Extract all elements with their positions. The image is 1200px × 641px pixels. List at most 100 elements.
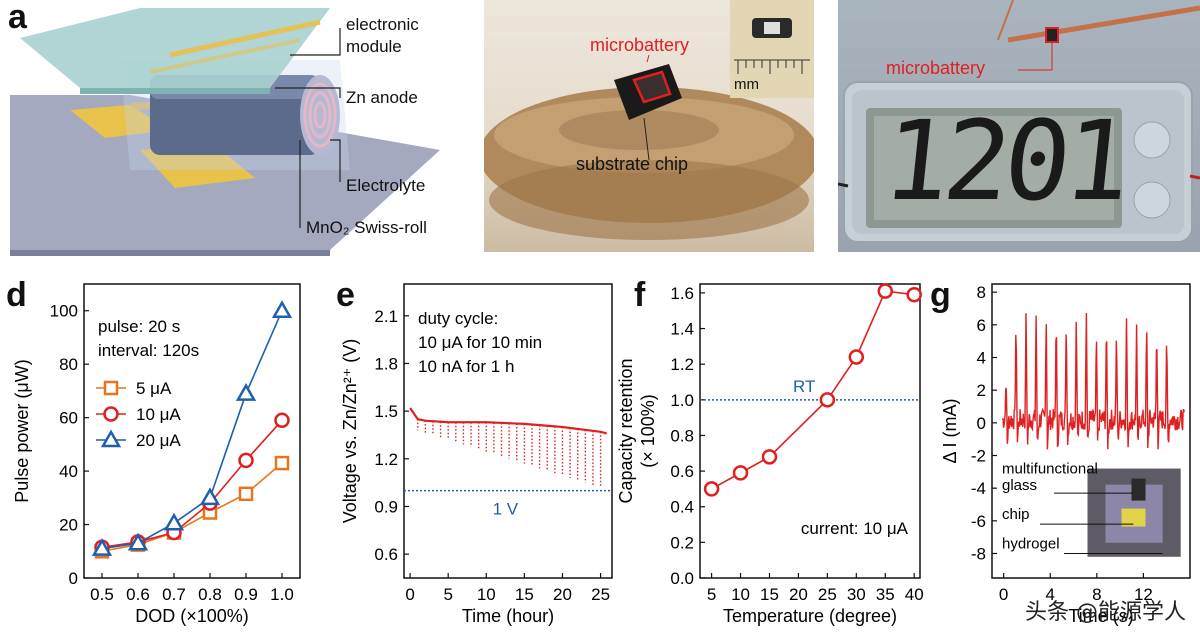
d-legend-label: 5 μA xyxy=(136,379,172,398)
g-ytick-label: 2 xyxy=(977,381,986,400)
f-data-point xyxy=(848,349,865,365)
g-ytick-label: 0 xyxy=(977,414,986,433)
scale-unit-label: mm xyxy=(734,76,759,93)
f-ytick-label: 0.4 xyxy=(670,498,694,517)
d-data-point xyxy=(274,455,290,471)
d-data-point xyxy=(235,383,257,401)
substrate-chip-label: substrate chip xyxy=(576,154,689,174)
f-ytick-label: 0.0 xyxy=(670,569,694,588)
g-inset-label: chip xyxy=(1002,506,1030,523)
f-data-point xyxy=(906,286,922,303)
photo-c-scene xyxy=(838,0,1200,243)
f-ytick-label: 1.4 xyxy=(670,320,694,339)
g-xtick-label: 8 xyxy=(1092,585,1101,604)
chart-g: -8 -6 -4 -2 0 2 4 6 8 0 4 8 12 Time (s) Δ I (mA) multif… xyxy=(928,276,1200,636)
panel-label-e: e xyxy=(336,276,355,314)
d-data-point xyxy=(274,412,290,429)
label-mno2-swiss-roll: MnO₂ Swiss-roll xyxy=(306,218,427,237)
f-data-point xyxy=(732,465,749,481)
panel-c-photo: 1201 microbattery xyxy=(838,0,1200,252)
plot-frame xyxy=(991,283,1191,579)
f-xtick-label: 25 xyxy=(818,585,837,604)
plot-frame xyxy=(83,283,301,579)
chart-d: 0 20 40 60 80 100 0.5 0.6 0.7 0.8 0.9 1.0 DOD (×100%… xyxy=(0,276,330,636)
d-ytick-label: 60 xyxy=(59,409,78,428)
f-xtick-label: 10 xyxy=(731,585,750,604)
f-ytick-label: 0.6 xyxy=(670,462,694,481)
d-xtick-label: 0.7 xyxy=(162,585,186,604)
g-inset-chip xyxy=(1121,508,1146,527)
g-ytick-label: -4 xyxy=(971,479,986,498)
chart-e-svg: 0.6 0.9 1.2 1.5 1.8 2.1 0 5 10 15 20 25 Time (hour) V… xyxy=(340,283,613,626)
g-xtick-label: 4 xyxy=(1046,585,1055,604)
g-ytick-label: -2 xyxy=(971,447,986,466)
d-legend-marker xyxy=(103,380,119,396)
d-xtick-label: 0.6 xyxy=(126,585,150,604)
d-data-point xyxy=(91,538,113,556)
lcd-display-digits: 1201 xyxy=(877,97,1132,225)
d-xtick-label: 0.5 xyxy=(90,585,114,604)
f-data-point xyxy=(761,449,778,465)
d-series-line xyxy=(101,419,283,549)
panel-label-g: g xyxy=(930,276,951,314)
e-xtick-label: 20 xyxy=(553,585,572,604)
f-data-point xyxy=(819,392,836,408)
e-ytick-label: 1.2 xyxy=(374,450,398,469)
g-xtick-label: 0 xyxy=(999,585,1008,604)
e-ytick-label: 1.8 xyxy=(374,354,398,373)
d-ytick-label: 20 xyxy=(59,516,78,535)
g-inset-label: hydrogel xyxy=(1002,536,1060,553)
d-ytick-label: 0 xyxy=(69,569,78,588)
plot-frame xyxy=(699,283,921,579)
panel-label-d: d xyxy=(6,276,27,314)
f-xtick-label: 15 xyxy=(760,585,779,604)
d-legend-marker xyxy=(100,429,122,448)
f-xtick-label: 40 xyxy=(905,585,924,604)
f-ytick-label: 1.2 xyxy=(670,355,694,374)
ruler-graphic xyxy=(734,18,810,74)
chart-d-svg: 0 20 40 60 80 100 0.5 0.6 0.7 0.8 0.9 1.0 DOD (×100%… xyxy=(12,283,301,626)
d-annotation: interval: 120s xyxy=(98,341,199,360)
d-data-point xyxy=(238,452,254,469)
e-annotation: duty cycle: xyxy=(418,309,498,328)
d-legend-label: 20 μA xyxy=(136,431,181,450)
e-annotation: 10 μA for 10 min xyxy=(418,333,542,352)
d-xtick-label: 0.8 xyxy=(198,585,222,604)
f-ylabel-line2: (× 100%) xyxy=(638,394,658,468)
plot-frame xyxy=(403,283,613,579)
e-reference-label: 1 V xyxy=(493,500,519,519)
e-xtick-label: 15 xyxy=(515,585,534,604)
label-electrolyte: Electrolyte xyxy=(346,176,426,195)
d-data-point xyxy=(127,532,149,551)
d-annotation: pulse: 20 s xyxy=(98,317,180,336)
g-ytick-label: -6 xyxy=(971,512,986,531)
panel-label-a: a xyxy=(8,0,27,36)
g-xtick-label: 12 xyxy=(1134,585,1153,604)
f-reference-label: RT xyxy=(793,377,815,396)
d-legend-label: 10 μA xyxy=(136,405,181,424)
d-data-point xyxy=(271,300,293,318)
f-xtick-label: 30 xyxy=(847,585,866,604)
panel-b-photo: microbattery substrate chip mm xyxy=(484,0,814,252)
e-annotation: 10 nA for 1 h xyxy=(418,357,514,376)
d-data-point xyxy=(163,512,185,531)
e-xtick-label: 5 xyxy=(443,585,452,604)
e-ytick-label: 0.6 xyxy=(374,545,398,564)
d-xtick-label: 1.0 xyxy=(270,585,294,604)
photo-b-scene xyxy=(484,54,814,240)
g-ylabel: Δ I (mA) xyxy=(940,398,960,463)
g-ytick-label: 8 xyxy=(977,283,986,302)
f-ytick-label: 1.6 xyxy=(670,284,694,303)
chart-f: 0.0 0.2 0.4 0.6 0.8 1.0 1.2 1.4 1.6 5 10 15 20 25 30 35… xyxy=(616,276,934,636)
watermark: 头条 @能源学人 xyxy=(1025,600,1186,625)
e-xlabel: Time (hour) xyxy=(462,606,554,626)
g-ytick-label: 6 xyxy=(977,316,986,335)
f-xtick-label: 5 xyxy=(707,585,716,604)
f-annotation: current: 10 μA xyxy=(801,519,909,538)
g-inset-label: multifunctional xyxy=(1002,460,1098,477)
e-ytick-label: 1.5 xyxy=(374,402,398,421)
d-series-line xyxy=(101,462,283,553)
d-legend-marker xyxy=(103,406,119,422)
g-current-trace xyxy=(1001,312,1185,450)
